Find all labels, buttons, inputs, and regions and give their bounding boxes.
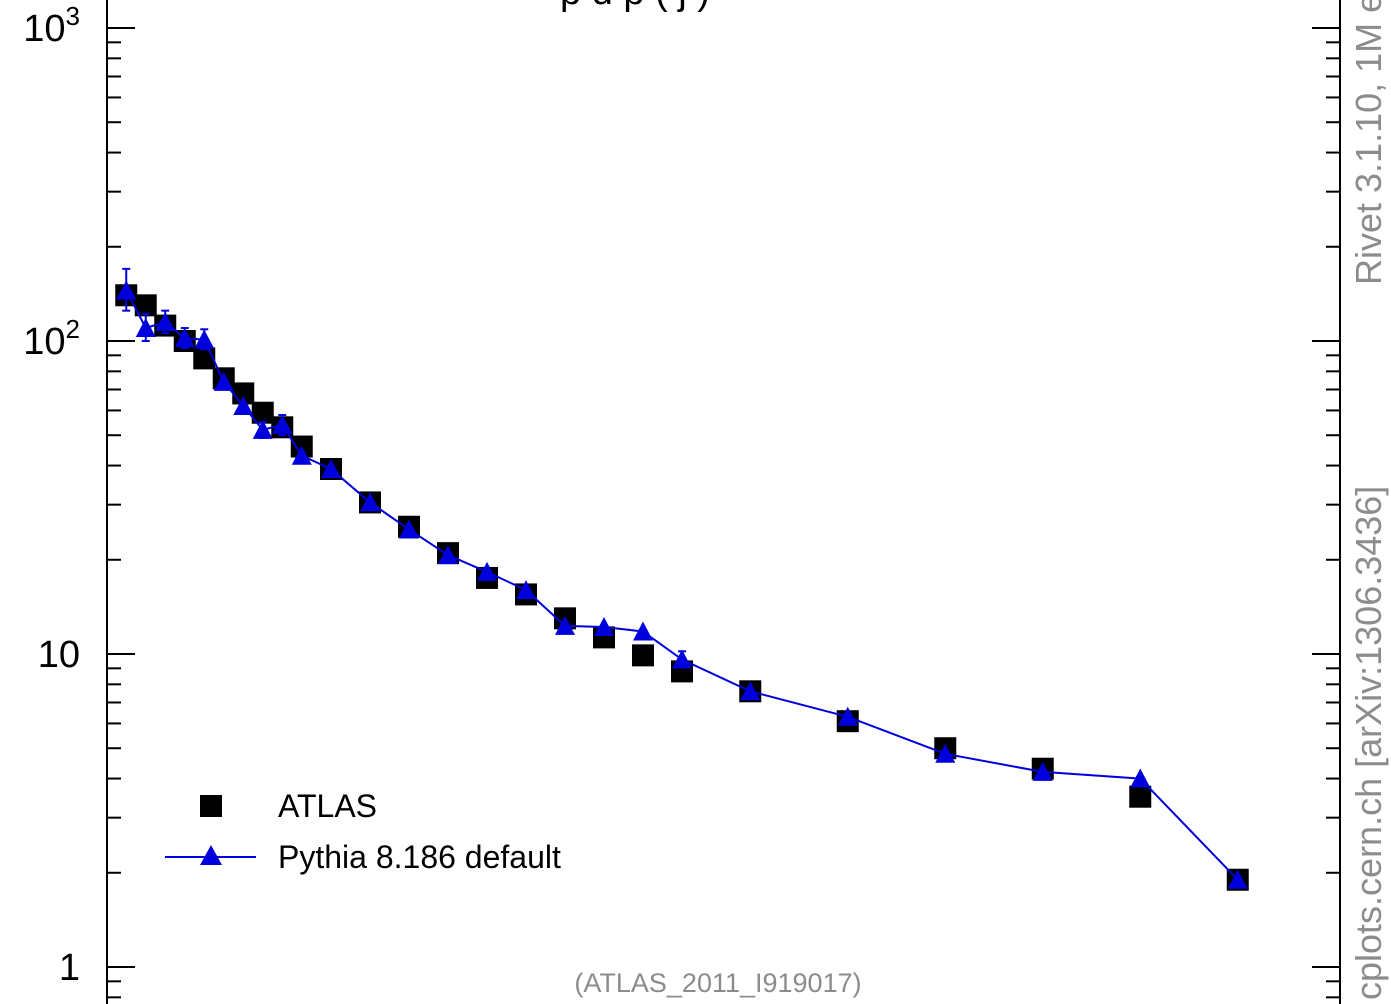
- data-point-triangle: [360, 492, 380, 512]
- data-point-triangle: [633, 621, 653, 641]
- data-point-triangle: [740, 681, 761, 701]
- data-point-triangle: [935, 743, 956, 763]
- series-1: [116, 267, 1248, 889]
- data-point-triangle: [155, 312, 176, 332]
- data-point-square: [1129, 785, 1152, 808]
- rivet-version-label: Rivet 3.1.10, 1M e: [1348, 0, 1389, 285]
- data-point-triangle: [272, 414, 293, 434]
- data-point-triangle: [477, 561, 497, 581]
- data-point-triangle: [116, 280, 137, 300]
- series-layer: [115, 267, 1249, 891]
- legend-atlas-marker: [200, 795, 222, 817]
- data-point-triangle: [135, 318, 156, 338]
- analysis-label: (ATLAS_2011_I919017): [574, 968, 861, 998]
- y-tick-label: 10: [38, 634, 80, 676]
- data-point-triangle: [1032, 761, 1053, 781]
- data-point-triangle: [594, 616, 614, 636]
- data-point-triangle: [837, 706, 858, 726]
- y-tick-label: 102: [23, 314, 80, 363]
- data-point-triangle: [516, 580, 536, 600]
- data-point-triangle: [252, 419, 273, 439]
- data-point-square: [632, 644, 654, 667]
- y-axis-ticks: [107, 27, 1340, 999]
- data-point-triangle: [1227, 869, 1248, 889]
- data-point-triangle: [321, 458, 341, 478]
- legend-pythia-marker: [200, 845, 222, 865]
- legend-pythia-label: Pythia 8.186 default: [278, 839, 561, 875]
- mcplots-url-label: cplots.cern.ch [arXiv:1306.3436]: [1348, 486, 1389, 1000]
- data-point-triangle: [399, 519, 419, 539]
- data-point-triangle: [174, 328, 195, 348]
- data-point-triangle: [213, 371, 234, 391]
- data-point-square: [251, 401, 274, 424]
- data-point-triangle: [1130, 768, 1151, 788]
- plot-frame: [106, 0, 1341, 1004]
- data-point-triangle: [672, 649, 692, 669]
- data-point-triangle: [233, 395, 254, 415]
- legend-atlas-label: ATLAS: [278, 788, 377, 824]
- chart-title-fragment: p d p ( j ): [560, 0, 710, 13]
- data-point-triangle: [291, 445, 312, 465]
- y-tick-label: 1: [59, 947, 80, 989]
- data-point-triangle: [194, 329, 215, 349]
- data-point-triangle: [555, 615, 575, 635]
- y-tick-label: 103: [23, 1, 80, 50]
- legend: ATLAS Pythia 8.186 default: [165, 788, 561, 875]
- data-point-square: [134, 294, 157, 317]
- data-point-triangle: [438, 545, 458, 565]
